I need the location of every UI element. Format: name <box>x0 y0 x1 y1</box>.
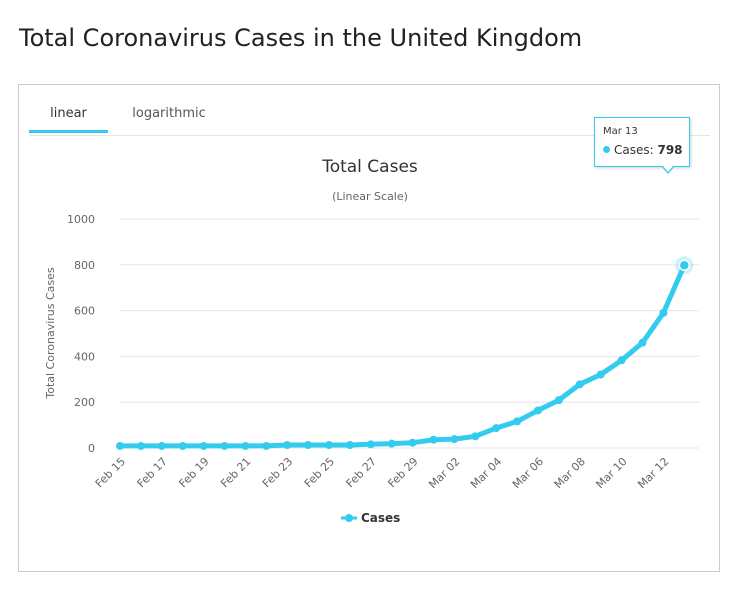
tooltip-date: Mar 13 <box>603 126 638 137</box>
data-point[interactable] <box>408 438 417 447</box>
y-axis-ticks: 0 200 400 600 800 1000 <box>67 213 95 455</box>
x-tick-label: Mar 08 <box>552 455 588 491</box>
data-point[interactable] <box>575 380 584 389</box>
page-title: Total Coronavirus Cases in the United Ki… <box>19 24 583 52</box>
data-point[interactable] <box>387 439 396 448</box>
data-point[interactable] <box>554 396 563 405</box>
tooltip-series-dot <box>603 146 610 153</box>
data-point[interactable] <box>450 435 459 444</box>
y-tick-label: 200 <box>74 396 95 409</box>
hover-point[interactable] <box>678 259 691 272</box>
data-point[interactable] <box>199 441 208 450</box>
grid-lines <box>120 218 699 449</box>
x-tick-label: Feb 25 <box>302 455 337 490</box>
data-point[interactable] <box>136 441 145 450</box>
x-tick-label: Feb 15 <box>93 455 128 490</box>
x-tick-label: Feb 17 <box>135 455 170 490</box>
x-tick-label: Feb 23 <box>260 455 295 490</box>
x-tick-label: Mar 02 <box>426 455 462 491</box>
legend-symbol-dot <box>345 514 353 522</box>
x-tick-label: Feb 21 <box>218 455 253 490</box>
x-tick-label: Mar 04 <box>468 455 504 491</box>
data-point[interactable] <box>429 435 438 444</box>
data-point[interactable] <box>345 441 354 450</box>
data-point[interactable] <box>178 441 187 450</box>
tab-logarithmic[interactable]: logarithmic <box>132 106 206 121</box>
legend-label-cases: Cases <box>361 511 400 525</box>
data-point[interactable] <box>220 441 229 450</box>
tooltip-separator: : <box>649 143 658 157</box>
tooltip-series-name: Cases <box>614 143 650 157</box>
data-point[interactable] <box>617 356 626 365</box>
data-point[interactable] <box>116 441 124 450</box>
data-point[interactable] <box>325 441 333 450</box>
chart-subtitle: (Linear Scale) <box>332 190 408 203</box>
data-point[interactable] <box>157 441 166 450</box>
x-tick-label: Feb 27 <box>344 455 379 490</box>
series-line-cases <box>117 262 687 449</box>
chart-title: Total Cases <box>321 157 418 177</box>
y-tick-label: 600 <box>74 305 95 318</box>
y-axis-label: Total Coronavirus Cases <box>44 267 57 400</box>
data-point[interactable] <box>304 441 313 450</box>
x-axis-ticks: Feb 15 Feb 17 Feb 19 Feb 21 Feb 23 Feb 25 Feb … <box>93 455 672 491</box>
data-point[interactable] <box>513 417 522 426</box>
x-tick-label: Feb 19 <box>176 455 211 490</box>
y-tick-label: 400 <box>74 350 95 363</box>
data-point[interactable] <box>241 441 250 450</box>
y-tick-label: 0 <box>88 442 95 455</box>
x-tick-label: Mar 06 <box>510 455 546 491</box>
data-point[interactable] <box>492 424 501 433</box>
data-point[interactable] <box>534 406 542 415</box>
data-point[interactable] <box>366 440 375 449</box>
series-points <box>116 256 694 450</box>
data-point[interactable] <box>262 441 271 450</box>
scale-tabs: linear logarithmic <box>29 97 710 136</box>
x-tick-label: Mar 12 <box>635 455 671 491</box>
x-tick-label: Feb 29 <box>385 455 420 490</box>
tab-linear[interactable]: linear <box>29 97 108 133</box>
data-point[interactable] <box>283 441 292 450</box>
data-point[interactable] <box>596 370 605 379</box>
legend[interactable]: Cases <box>341 511 400 525</box>
data-point[interactable] <box>471 432 480 441</box>
data-point[interactable] <box>638 338 647 347</box>
y-tick-label: 1000 <box>67 213 95 226</box>
x-tick-label: Mar 10 <box>593 455 629 491</box>
tooltip: Mar 13 Cases: 798 <box>594 117 690 174</box>
y-tick-label: 800 <box>74 259 95 272</box>
tooltip-value: 798 <box>657 143 683 157</box>
data-point[interactable] <box>659 308 668 317</box>
